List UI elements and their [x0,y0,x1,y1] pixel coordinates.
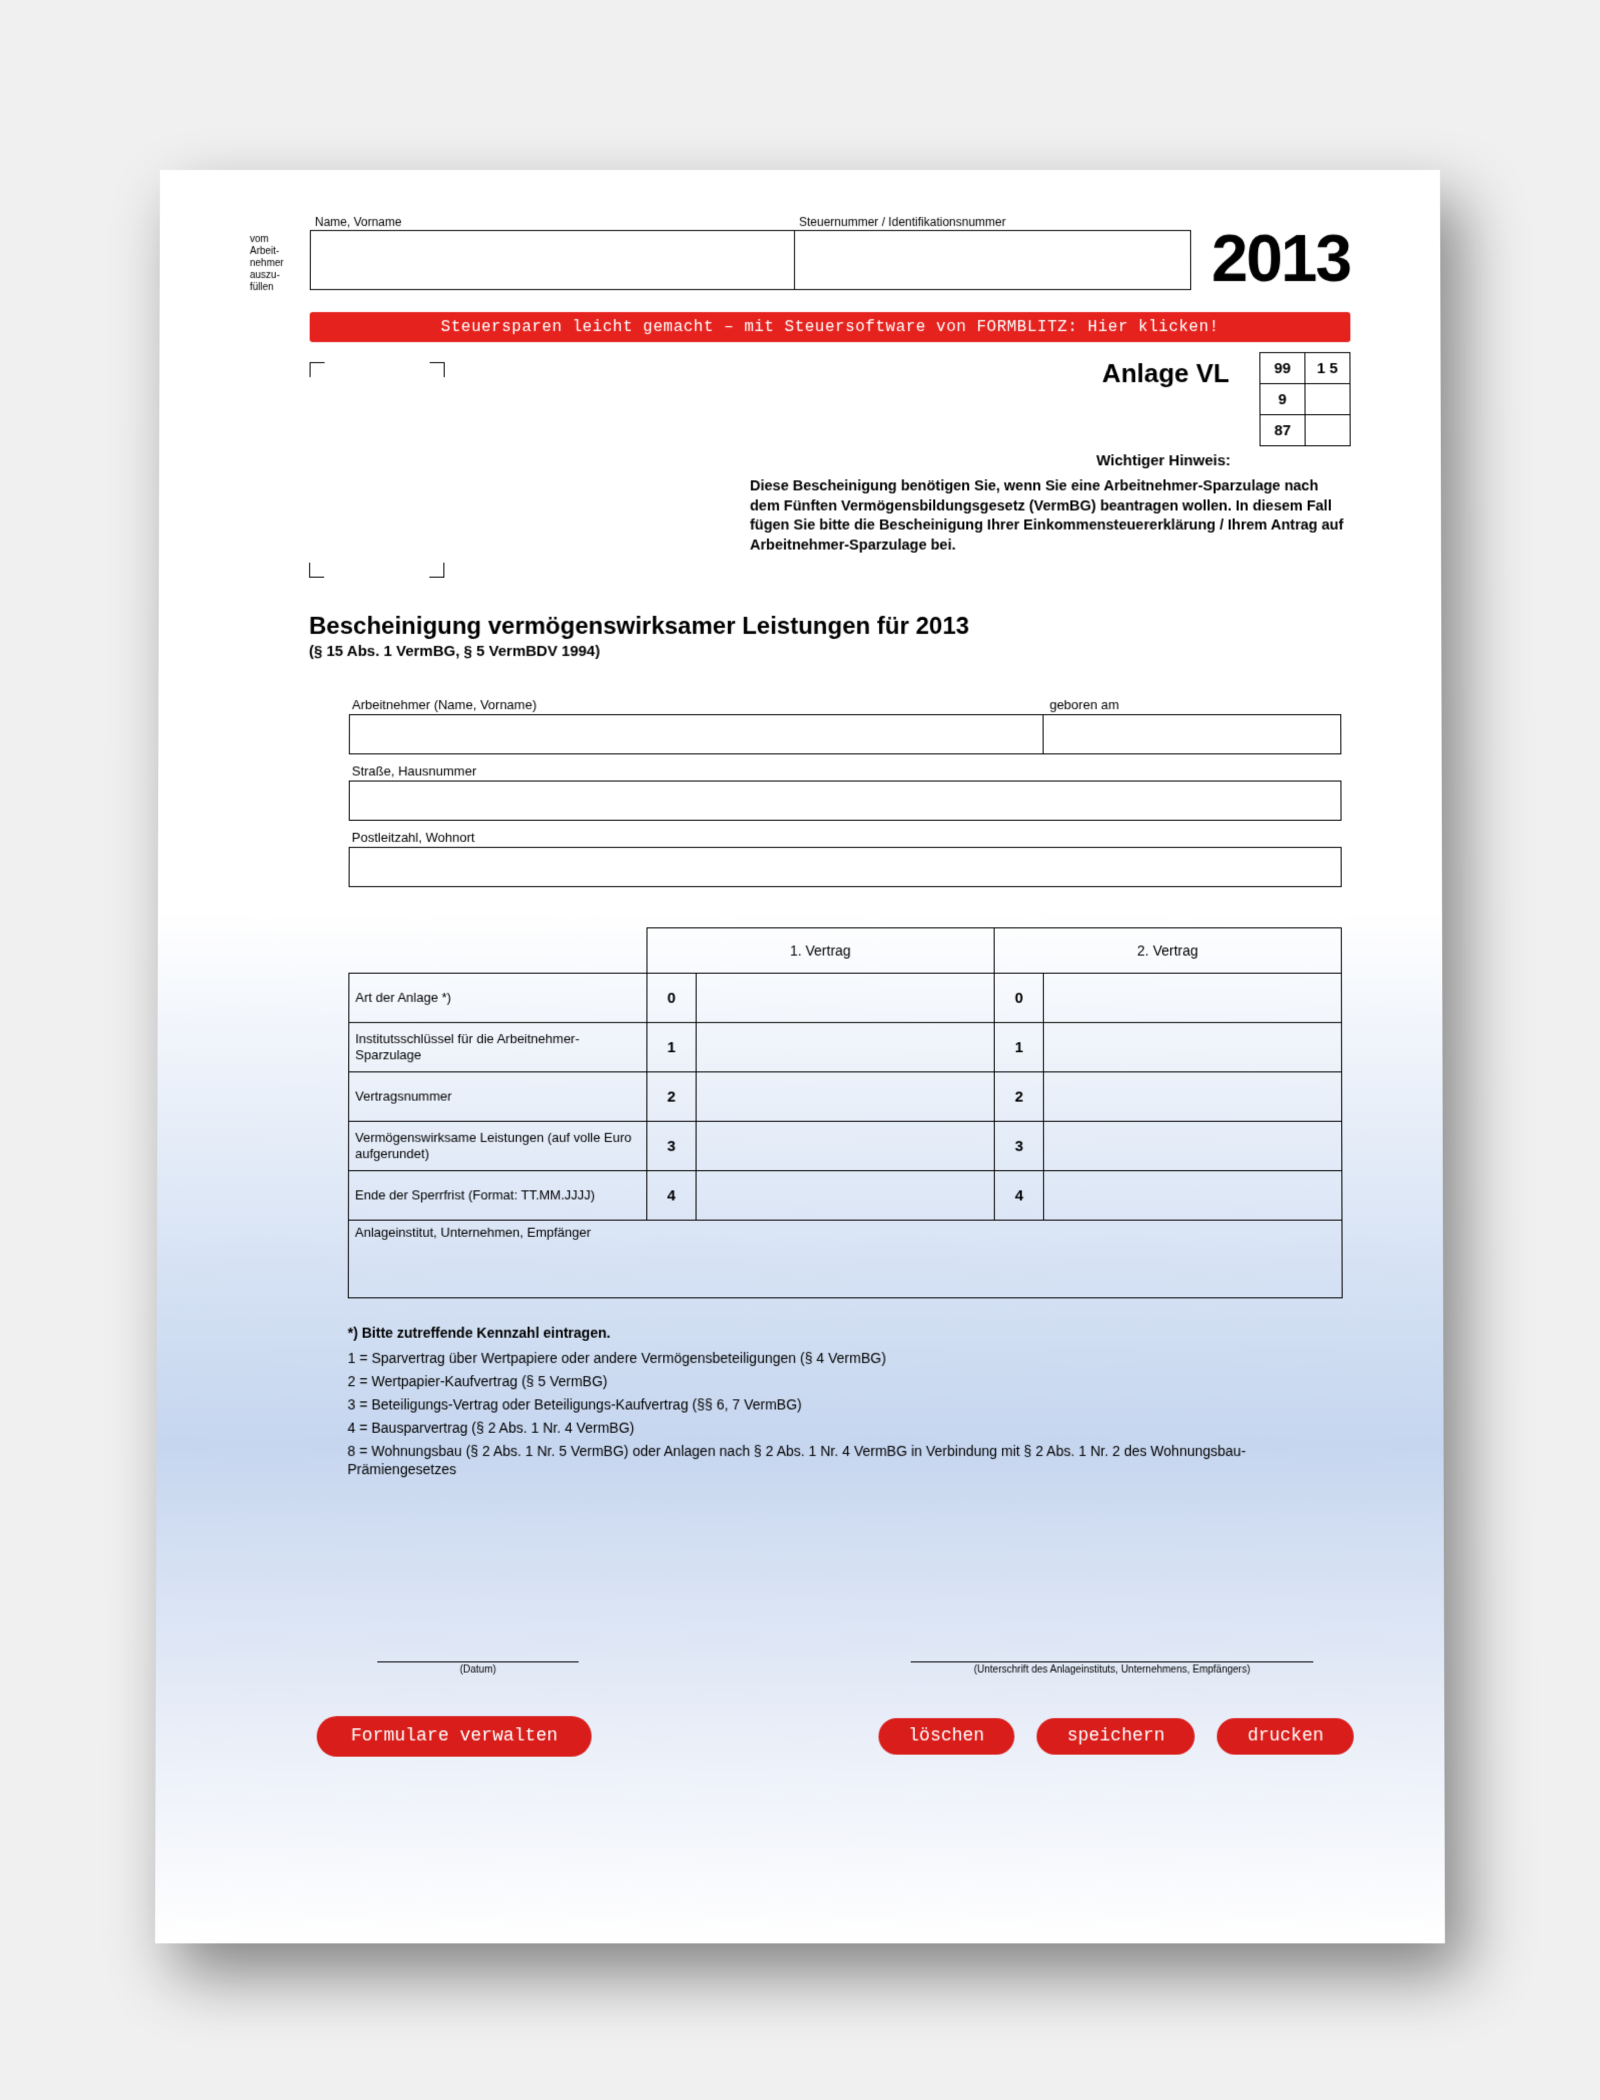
footnote-8: 8 = Wohnungsbau (§ 2 Abs. 1 Nr. 5 VermBG… [347,1441,1353,1479]
employee-name-label: Arbeitnehmer (Name, Vorname) [352,697,537,712]
header-id-box: Name, Vorname Steuernummer / Identifikat… [310,230,1192,290]
signature-area: (Datum) (Unterschrift des Anlageinstitut… [246,1662,1353,1676]
code-cell-99: 99 [1260,353,1305,384]
print-button[interactable]: drucken [1217,1719,1354,1755]
promo-banner[interactable]: Steuersparen leicht gemacht – mit Steuer… [310,312,1351,342]
sub-title: (§ 15 Abs. 1 VermBG, § 5 VermBDV 1994) [249,643,1351,660]
footnote-1: 1 = Sparvertrag über Wertpapiere oder an… [348,1349,1353,1368]
manage-forms-button[interactable]: Formulare verwalten [317,1716,592,1757]
row-val-1b[interactable] [1044,1023,1342,1072]
row-val-4a[interactable] [696,1171,994,1220]
tax-number-input[interactable]: Steuernummer / Identifikationsnummer [795,230,1191,290]
row-num-4a: 4 [647,1171,697,1220]
name-label: Name, Vorname [315,215,402,229]
row-num-3b: 3 [994,1121,1044,1170]
table-row: Art der Anlage *) 0 0 [349,973,1342,1022]
row-num-0b: 0 [994,973,1044,1022]
table-row: Vertragsnummer 2 2 [349,1072,1342,1121]
row-val-0b[interactable] [1044,973,1342,1022]
footnotes: *) Bitte zutreffende Kennzahl eintragen.… [247,1325,1353,1480]
row-val-2b[interactable] [1044,1072,1342,1121]
signature-caption: (Unterschrift des Anlageinstituts, Unter… [974,1665,1250,1676]
table-row: Ende der Sperrfrist (Format: TT.MM.JJJJ)… [348,1171,1342,1220]
footnote-lead: *) Bitte zutreffende Kennzahl eintragen. [348,1325,1353,1341]
notice-heading: Wichtiger Hinweis: [750,452,1351,469]
action-buttons: Formulare verwalten löschen speichern dr… [246,1716,1354,1757]
city-input[interactable]: Postleitzahl, Wohnort [349,847,1342,887]
footnote-3: 3 = Beteiligungs-Vertrag oder Beteiligun… [348,1395,1353,1414]
delete-button[interactable]: löschen [878,1719,1015,1755]
row-val-1a[interactable] [696,1023,994,1072]
col-header-2: 2. Vertrag [994,928,1341,973]
row-num-1a: 1 [647,1023,697,1072]
save-button[interactable]: speichern [1037,1719,1195,1755]
main-title: Bescheinigung vermögenswirksamer Leistun… [249,613,1351,641]
table-row: Institutsschlüssel für die Arbeitnehmer-… [349,1023,1342,1072]
street-label: Straße, Hausnummer [352,763,477,778]
date-caption: (Datum) [460,1665,496,1676]
row-val-3a[interactable] [696,1121,994,1170]
institute-row[interactable]: Anlageinstitut, Unternehmen, Empfänger [348,1220,1342,1298]
code-grid: 99 1 5 9 87 [1259,352,1350,446]
institute-label: Anlageinstitut, Unternehmen, Empfänger [355,1225,591,1240]
row-label-4: Ende der Sperrfrist (Format: TT.MM.JJJJ) [348,1171,646,1220]
row-val-4b[interactable] [1044,1171,1342,1220]
dob-input[interactable]: geboren am [1043,714,1341,754]
row-val-2a[interactable] [696,1072,994,1121]
street-input[interactable]: Straße, Hausnummer [349,781,1342,821]
row-label-1: Institutsschlüssel für die Arbeitnehmer-… [349,1023,647,1072]
dob-label: geboren am [1049,697,1119,712]
code-cell-15: 1 5 [1305,353,1350,384]
row-val-3b[interactable] [1044,1121,1342,1170]
row-num-3a: 3 [647,1121,697,1170]
side-fill-label: vom Arbeit- nehmer auszu- füllen [250,230,310,294]
code-cell-blank2[interactable] [1305,415,1350,446]
signature-line[interactable]: (Unterschrift des Anlageinstituts, Unter… [911,1662,1314,1676]
crop-mark-icon [309,352,750,593]
notice-text: Diese Bescheinigung benötigen Sie, wenn … [750,477,1351,555]
employee-name-input[interactable]: Arbeitnehmer (Name, Vorname) [349,714,1044,754]
city-label: Postleitzahl, Wohnort [352,830,475,845]
col-header-1: 1. Vertrag [647,928,994,973]
code-cell-87: 87 [1260,415,1305,446]
form-year: 2013 [1211,230,1350,286]
row-num-0a: 0 [647,973,697,1022]
row-label-3: Vermögenswirksame Leistungen (auf volle … [349,1121,647,1170]
row-num-2a: 2 [647,1072,697,1121]
footnote-4: 4 = Bausparvertrag (§ 2 Abs. 1 Nr. 4 Ver… [348,1418,1354,1437]
form-title-anlage: Anlage VL [1102,352,1229,389]
name-input[interactable]: Name, Vorname [310,230,795,290]
code-cell-9: 9 [1260,384,1305,415]
tax-number-label: Steuernummer / Identifikationsnummer [799,215,1006,229]
table-row: Vermögenswirksame Leistungen (auf volle … [349,1121,1342,1170]
code-cell-blank1[interactable] [1305,384,1350,415]
contracts-table: 1. Vertrag 2. Vertrag Art der Anlage *) … [348,927,1343,1298]
row-num-2b: 2 [994,1072,1044,1121]
footnote-2: 2 = Wertpapier-Kaufvertrag (§ 5 VermBG) [348,1372,1353,1391]
row-label-2: Vertragsnummer [349,1072,647,1121]
row-num-1b: 1 [994,1023,1044,1072]
header-row: vom Arbeit- nehmer auszu- füllen Name, V… [250,230,1351,294]
row-label-0: Art der Anlage *) [349,973,647,1022]
date-line[interactable]: (Datum) [377,1662,578,1676]
tax-form-page: vom Arbeit- nehmer auszu- füllen Name, V… [155,170,1445,1943]
row-num-4b: 4 [994,1171,1044,1220]
row-val-0a[interactable] [696,973,994,1022]
crop-area [309,352,750,593]
